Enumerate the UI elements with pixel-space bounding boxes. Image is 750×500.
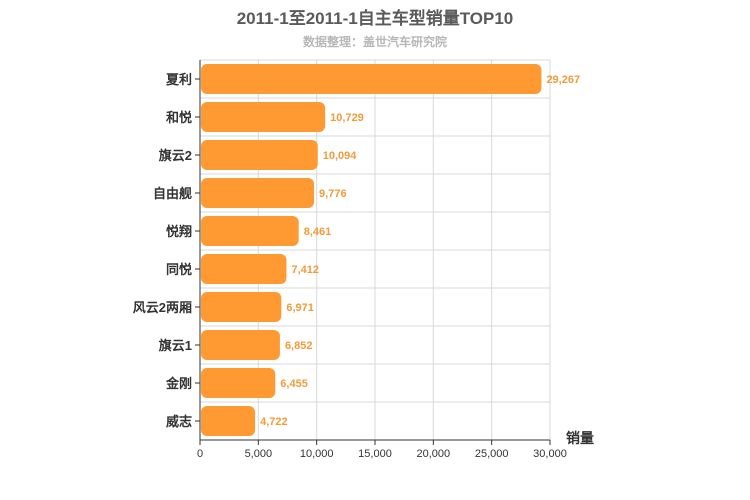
bar-value-label: 8,461 [304,226,332,238]
y-category-label: 自由舰 [153,186,192,201]
bar-value-label: 29,267 [546,74,580,86]
y-category-label: 同悦 [166,262,192,277]
bar [201,178,315,208]
chart-subtitle: 数据整理：盖世汽车研究院 [302,35,447,49]
bar [201,140,318,170]
bar-value-label: 6,852 [285,340,313,352]
bar [201,406,256,436]
x-tick-label: 5,000 [245,448,273,460]
chart-title: 2011-1至2011-1自主车型销量TOP10 [236,9,514,28]
bar [201,254,287,284]
y-category-label: 夏利 [165,72,192,87]
y-category-label: 风云2两厢 [133,300,192,315]
x-tick-label: 15,000 [358,448,392,460]
y-category-label: 旗云2 [159,148,192,163]
bar-value-label: 10,729 [330,112,364,124]
y-category-label: 威志 [166,414,192,429]
x-tick-label: 30,000 [533,448,567,460]
bar-value-label: 9,776 [319,188,347,200]
bar [201,292,282,322]
x-tick-label: 10,000 [300,448,334,460]
y-category-label: 和悦 [166,110,192,125]
bar [201,216,299,246]
x-tick-label: 0 [197,448,203,460]
y-category-label: 悦翔 [166,224,192,239]
bar-value-label: 10,094 [323,150,358,162]
bar-value-label: 6,971 [286,302,314,314]
bar [201,330,280,360]
x-tick-label: 20,000 [417,448,451,460]
y-category-label: 旗云1 [159,338,192,353]
x-axis-title: 销量 [566,430,594,446]
bar [201,64,542,94]
bar [201,102,326,132]
bar-value-label: 6,455 [280,378,308,390]
bar-value-label: 7,412 [291,264,319,276]
y-category-label: 金刚 [165,376,192,391]
bar [201,368,276,398]
bar-value-label: 4,722 [260,416,288,428]
x-tick-label: 25,000 [475,448,509,460]
